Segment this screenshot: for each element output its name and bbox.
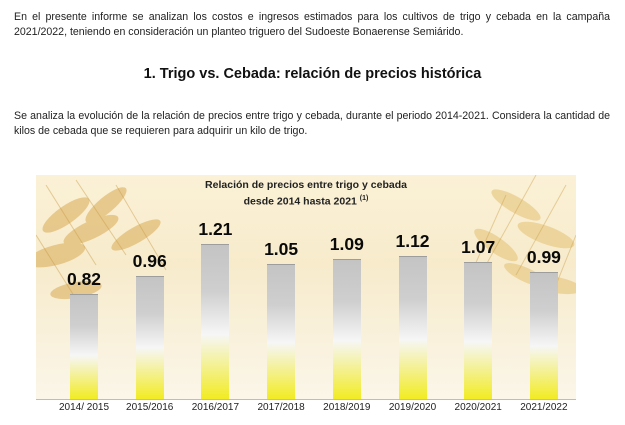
value-label: 1.07 [461,236,496,257]
bar-20162017 [201,244,230,399]
value-label: 1.12 [395,230,430,251]
value-label: 1.21 [198,219,233,239]
analysis-paragraph: Se analiza la evolución de la relación d… [14,110,610,137]
bar-20212022 [529,272,558,399]
category-label: 2014/ 2015 [58,402,110,413]
chart-title-line1: Relación de precios entre trigo y cebada [205,179,407,191]
value-label: 1.09 [329,234,364,255]
category-label: 2018/2019 [323,402,371,413]
category-label: 2021/2022 [520,402,568,413]
bar-20152016 [135,276,164,399]
bar-20202021 [464,261,493,399]
chart-title: Relación de precios entre trigo y cebada… [36,178,576,209]
category-label: 2016/2017 [191,402,240,413]
bar-20182019 [332,259,361,399]
bar-20142015 [70,293,98,399]
section-heading: 1. Trigo vs. Cebada: relación de precios… [143,66,482,82]
category-label: 2020/2021 [454,402,502,413]
value-label: 0.96 [132,251,167,272]
chart-title-line2: desde 2014 hasta 2021 [243,195,357,208]
category-label: 2015/2016 [126,402,174,413]
chart-baseline [36,399,576,400]
bar-20172018 [267,264,296,399]
intro-paragraph: En el presente informe se analizan los c… [14,11,610,38]
chart-title-footnote: (1) [359,195,369,202]
value-label: 0.99 [526,247,561,268]
value-label: 0.82 [66,268,102,289]
bar-20192020 [398,255,427,399]
category-label: 2019/2020 [388,402,437,413]
category-label: 2017/2018 [257,402,305,413]
value-label: 1.05 [264,239,299,260]
